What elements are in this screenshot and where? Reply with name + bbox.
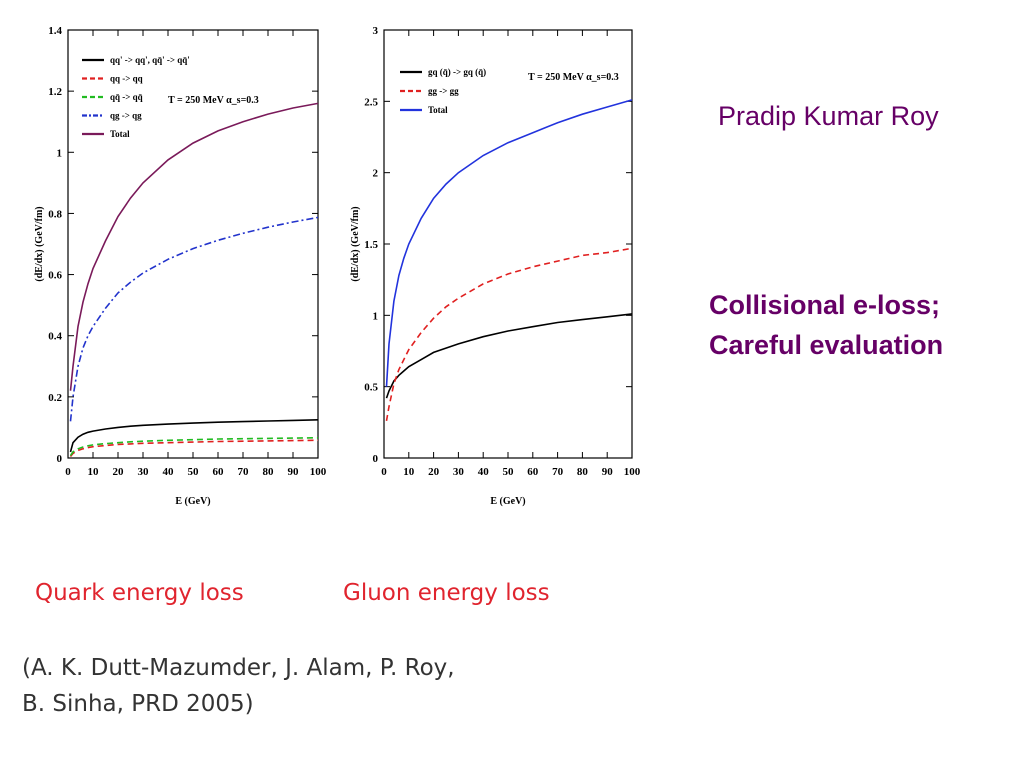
gluon-energy-loss-chart: 0 10 20 30 40 50 60 70 80 90 100 0 0.5 1 1.5 2 2.5 3 E (Ge…	[350, 25, 641, 507]
summary-line-1: Collisional e-loss;	[709, 290, 941, 320]
x-tick-label: 30	[453, 466, 465, 478]
citation: (A. K. Dutt-Mazumder, J. Alam, P. Roy, B…	[22, 650, 455, 722]
quark-caption: Quark energy loss	[35, 580, 244, 606]
legend-label-4: qg -> qg	[110, 111, 142, 121]
legend-label-5: Total	[110, 129, 130, 139]
x-tick-label: 50	[188, 466, 200, 478]
temperature-coupling-annotation: T = 250 MeV α_s=0.3	[528, 72, 619, 83]
legend-label-3: qq̄ -> qq̄	[110, 92, 143, 102]
x-tick-label: 10	[88, 466, 100, 478]
legend-label-1: gq (q̄) -> gq (q̄)	[428, 67, 486, 77]
x-tick-label: 60	[213, 466, 225, 478]
legend-label-1: qq' -> qq', qq̄' -> qq̄'	[110, 55, 190, 65]
y-tick-label: 0.4	[48, 331, 62, 343]
series-line-2	[385, 247, 633, 422]
y-tick-label: 0	[57, 453, 63, 465]
y-tick-label: 1	[373, 310, 379, 322]
y-tick-label: 1.5	[364, 239, 378, 251]
quark-energy-loss-chart: 0 10 20 30 40 50 60 70 80 90 100 0 0.2 0.4 0.6 0.8 1 1.2 1…	[34, 25, 327, 507]
legend-label-3: Total	[428, 105, 448, 115]
series-line-1	[69, 419, 319, 453]
author-name: Pradip Kumar Roy	[718, 101, 939, 131]
x-tick-label: 40	[163, 466, 175, 478]
y-tick-label: 0.5	[364, 382, 378, 394]
x-tick-label: 90	[602, 466, 614, 478]
x-axis-label: E (GeV)	[490, 496, 525, 507]
x-tick-label: 10	[403, 466, 415, 478]
citation-line-2: B. Sinha, PRD 2005)	[22, 691, 254, 717]
y-axis-label: (dE/dx) (GeV/fm)	[350, 206, 361, 281]
x-tick-label: 100	[310, 466, 327, 478]
y-tick-label: 1.2	[48, 86, 62, 98]
series-line-4	[69, 216, 319, 422]
x-tick-label: 70	[238, 466, 250, 478]
y-tick-label: 2.5	[364, 96, 378, 108]
x-tick-label: 20	[113, 466, 125, 478]
x-tick-label: 70	[552, 466, 564, 478]
series-line-2	[69, 439, 319, 458]
x-tick-label: 0	[381, 466, 387, 478]
y-tick-label: 0.2	[48, 392, 62, 404]
y-tick-label: 3	[373, 25, 379, 37]
y-tick-label: 1	[57, 147, 63, 159]
legend-label-2: gg -> gg	[428, 86, 459, 96]
y-tick-label: 2	[373, 168, 379, 180]
x-tick-label: 40	[478, 466, 490, 478]
y-tick-label: 0.8	[48, 208, 62, 220]
x-tick-label: 80	[263, 466, 275, 478]
series-line-5	[69, 102, 319, 391]
y-axis-label: (dE/dx) (GeV/fm)	[34, 206, 45, 281]
y-tick-label: 0.6	[48, 270, 62, 282]
series-line-3	[385, 99, 633, 387]
x-tick-label: 30	[138, 466, 150, 478]
y-tick-label: 0	[373, 453, 379, 465]
y-tick-label: 1.4	[48, 25, 62, 37]
legend-label-2: qq -> qq	[110, 74, 143, 84]
summary-line-2: Careful evaluation	[709, 330, 944, 360]
gluon-caption: Gluon energy loss	[343, 580, 550, 606]
x-tick-label: 20	[428, 466, 440, 478]
series-line-1	[385, 313, 633, 399]
x-tick-label: 50	[503, 466, 515, 478]
summary-text: Collisional e-loss; Careful evaluation	[709, 285, 943, 365]
series-line-3	[69, 437, 319, 457]
x-tick-label: 0	[65, 466, 71, 478]
x-tick-label: 100	[624, 466, 641, 478]
x-tick-label: 60	[527, 466, 539, 478]
x-tick-label: 80	[577, 466, 589, 478]
plot-frame	[383, 29, 633, 459]
citation-line-1: (A. K. Dutt-Mazumder, J. Alam, P. Roy,	[22, 655, 455, 681]
x-tick-label: 90	[288, 466, 300, 478]
x-axis-label: E (GeV)	[175, 496, 210, 507]
temperature-coupling-annotation: T = 250 MeV α_s=0.3	[168, 95, 259, 106]
